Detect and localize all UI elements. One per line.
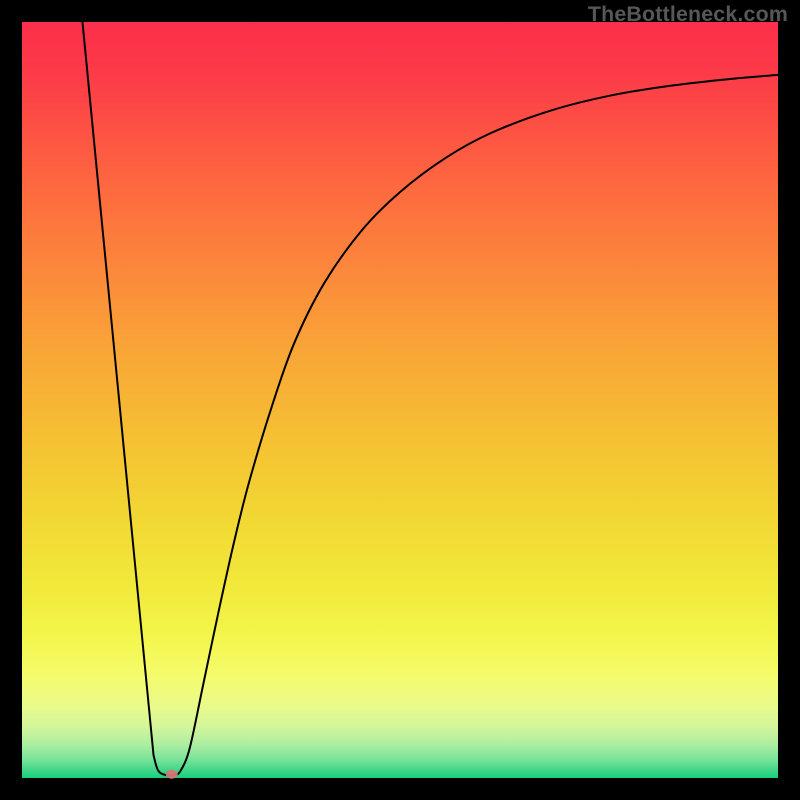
watermark-text: TheBottleneck.com [588, 2, 788, 27]
bottleneck-chart [0, 0, 800, 800]
bottleneck-marker [166, 770, 178, 779]
chart-root: TheBottleneck.com [0, 0, 800, 800]
plot-background [22, 22, 778, 778]
